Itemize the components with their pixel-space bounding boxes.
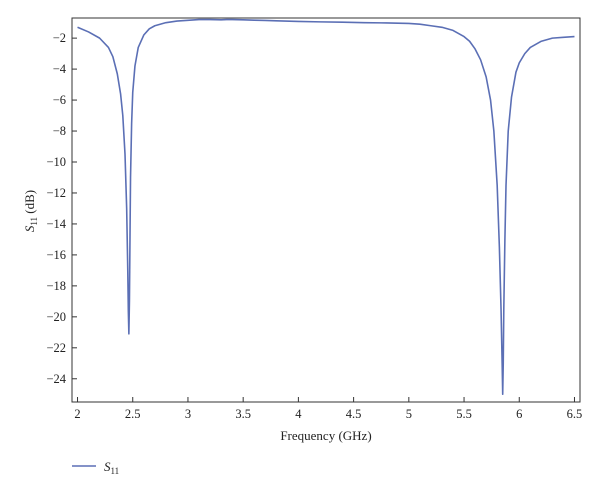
y-tick-label: −16 xyxy=(46,248,66,262)
legend: S11 xyxy=(72,459,119,476)
y-tick-label: −2 xyxy=(53,31,66,45)
y-tick-label: −10 xyxy=(46,155,66,169)
x-tick-label: 2 xyxy=(74,407,80,421)
y-tick-label: −22 xyxy=(46,341,66,355)
x-tick-label: 5 xyxy=(406,407,412,421)
y-tick-label: −6 xyxy=(53,93,66,107)
series-line-s11 xyxy=(77,18,575,396)
y-axis-title-main: S xyxy=(22,225,37,232)
x-tick-label: 3.5 xyxy=(235,407,251,421)
legend-label-main: S xyxy=(104,459,111,474)
y-axis-title-unit: (dB) xyxy=(22,190,37,217)
y-axis-title: S11 (dB) xyxy=(22,190,39,232)
x-tick-label: 3 xyxy=(185,407,191,421)
y-tick-label: −20 xyxy=(46,310,66,324)
series-layer xyxy=(77,18,575,396)
x-tick-label: 2.5 xyxy=(125,407,141,421)
y-tick-label: −12 xyxy=(46,186,66,200)
legend-label: S11 xyxy=(104,459,119,476)
y-axis-ticks: −2 −4 −6 −8 −10 −12 −14 −16 −18 −20 −22 −24 xyxy=(46,31,77,386)
x-tick-label: 6.5 xyxy=(567,407,583,421)
x-tick-label: 6 xyxy=(516,407,522,421)
plot-frame xyxy=(71,17,581,403)
x-tick-label: 4.5 xyxy=(346,407,362,421)
x-tick-label: 5.5 xyxy=(456,407,472,421)
y-tick-label: −4 xyxy=(53,62,67,76)
legend-label-sub: 11 xyxy=(111,466,120,476)
y-tick-label: −14 xyxy=(46,217,66,231)
x-axis-title: Frequency (GHz) xyxy=(280,428,371,443)
y-tick-label: −24 xyxy=(46,372,66,386)
x-tick-label: 4 xyxy=(295,407,302,421)
x-axis-ticks: 2 2.5 3 3.5 4 4.5 5 5.5 6 6.5 xyxy=(74,397,582,421)
y-tick-label: −18 xyxy=(46,279,66,293)
y-axis-title-sub: 11 xyxy=(29,217,39,226)
y-tick-label: −8 xyxy=(53,124,66,138)
